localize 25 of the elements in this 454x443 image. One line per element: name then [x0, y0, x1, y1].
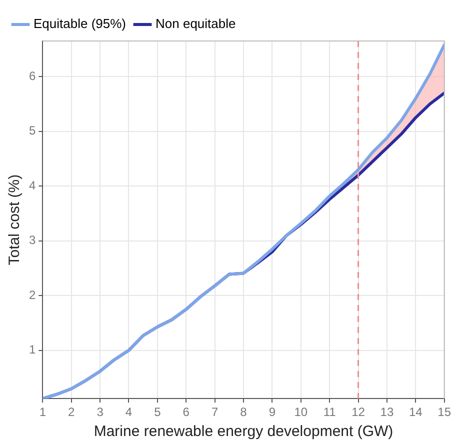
y-tick-label: 2	[28, 288, 36, 302]
x-tick-label: 8	[240, 405, 248, 420]
x-tick-label: 4	[125, 405, 132, 420]
y-tick-label: 1	[28, 342, 36, 357]
x-axis-title: Marine renewable energy development (GW)	[94, 423, 394, 440]
x-tick-label: 14	[408, 405, 423, 420]
y-tick-label: 6	[28, 68, 36, 83]
x-tick-label: 1	[39, 405, 46, 420]
y-tick-label: 3	[28, 233, 36, 248]
x-tick-label: 11	[323, 405, 336, 420]
x-tick-label: 10	[294, 405, 308, 420]
y-tick-label: 5	[28, 124, 36, 138]
x-tick-label: 12	[352, 405, 366, 420]
y-axis-title: Total cost (%)	[6, 174, 24, 266]
x-tick-label: 3	[96, 405, 104, 420]
y-tick-label: 4	[28, 178, 36, 192]
x-tick-label: 15	[438, 405, 452, 420]
x-tick-label: 2	[68, 405, 76, 420]
legend-label: Equitable (95%)	[34, 16, 126, 32]
x-tick-label: 13	[380, 405, 394, 420]
legend-label: Non equitable	[156, 16, 236, 32]
x-tick-label: 9	[268, 405, 276, 420]
x-tick-label: 7	[211, 405, 218, 420]
x-tick-label: 5	[154, 405, 162, 420]
x-tick-label: 6	[182, 405, 190, 420]
